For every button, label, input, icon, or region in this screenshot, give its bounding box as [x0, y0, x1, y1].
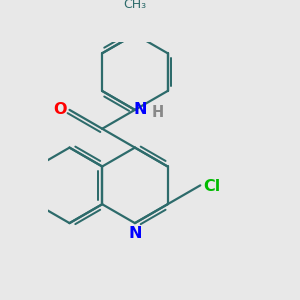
Text: O: O: [53, 102, 67, 117]
Text: H: H: [152, 105, 164, 120]
Text: CH₃: CH₃: [123, 0, 146, 11]
Text: N: N: [134, 102, 147, 117]
Text: Cl: Cl: [203, 179, 220, 194]
Text: N: N: [128, 226, 142, 241]
